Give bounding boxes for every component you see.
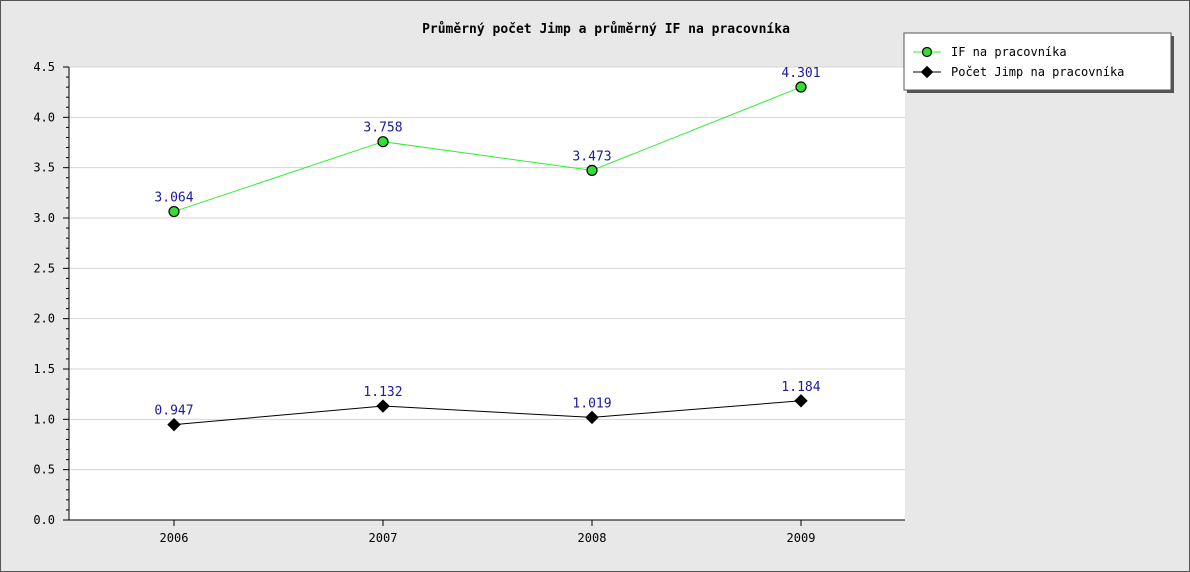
y-tick-label: 3.5 [33,161,55,175]
data-point [585,410,599,425]
series-2: 0.947 1.132 1.019 1.184 [154,380,821,432]
y-tick-label: 1.0 [33,412,55,426]
y-tick-label: 2.0 [33,312,55,326]
data-label: 3.758 [363,121,402,136]
series-line [173,86,802,213]
data-label: 3.473 [572,149,611,164]
y-tick-label: 0.5 [33,463,55,477]
series-1: 3.064 3.758 3.473 4.301 [154,66,821,218]
data-point [376,399,390,413]
y-tick-label: 4.5 [33,60,55,74]
legend-box [903,32,1172,91]
x-tick-label: 2008 [578,531,607,545]
legend-item: IF na pracovníka [913,45,1067,59]
gridlines [69,66,905,471]
x-tick-label: 2006 [160,531,189,545]
legend-label: Počet Jimp na pracovníka [951,65,1124,79]
data-point [377,136,389,148]
x-tick-label: 2009 [787,531,816,545]
data-point [794,394,808,408]
data-label: 1.019 [572,396,611,411]
y-tick-label: 3.0 [33,211,55,225]
legend-label: IF na pracovníka [951,45,1067,59]
plot-area [69,67,905,520]
legend-item: Počet Jimp na pracovníka [913,65,1124,79]
y-tick-label: 4.0 [33,110,55,124]
data-point [167,417,181,432]
data-label: 1.184 [781,380,820,395]
series-layer: 3.064 3.758 3.473 4.301 0.947 1.132 1.019 1.184 [154,66,821,432]
data-point [586,164,598,176]
y-tick-label: 2.5 [33,261,55,275]
axes: 0.0 0.5 1.0 1.5 2.0 2.5 3.0 3.5 4.0 4.5 2006 2007 20… [33,60,905,545]
legend-marker [921,46,933,58]
data-point [795,81,807,93]
x-tick-label: 2007 [369,531,398,545]
y-tick-label: 0.0 [33,513,55,527]
series-line [173,400,802,426]
data-label: 3.064 [154,191,193,206]
data-label: 1.132 [363,385,402,400]
legend-marker [920,65,934,79]
legend: IF na pracovníka Počet Jimp na pracovníka [903,32,1174,93]
y-tick-label: 1.5 [33,362,55,376]
data-point [168,205,180,218]
data-label: 0.947 [154,404,193,419]
data-label: 4.301 [781,66,820,81]
chart-title: Průměrný počet Jimp a průměrný IF na pra… [422,22,790,37]
